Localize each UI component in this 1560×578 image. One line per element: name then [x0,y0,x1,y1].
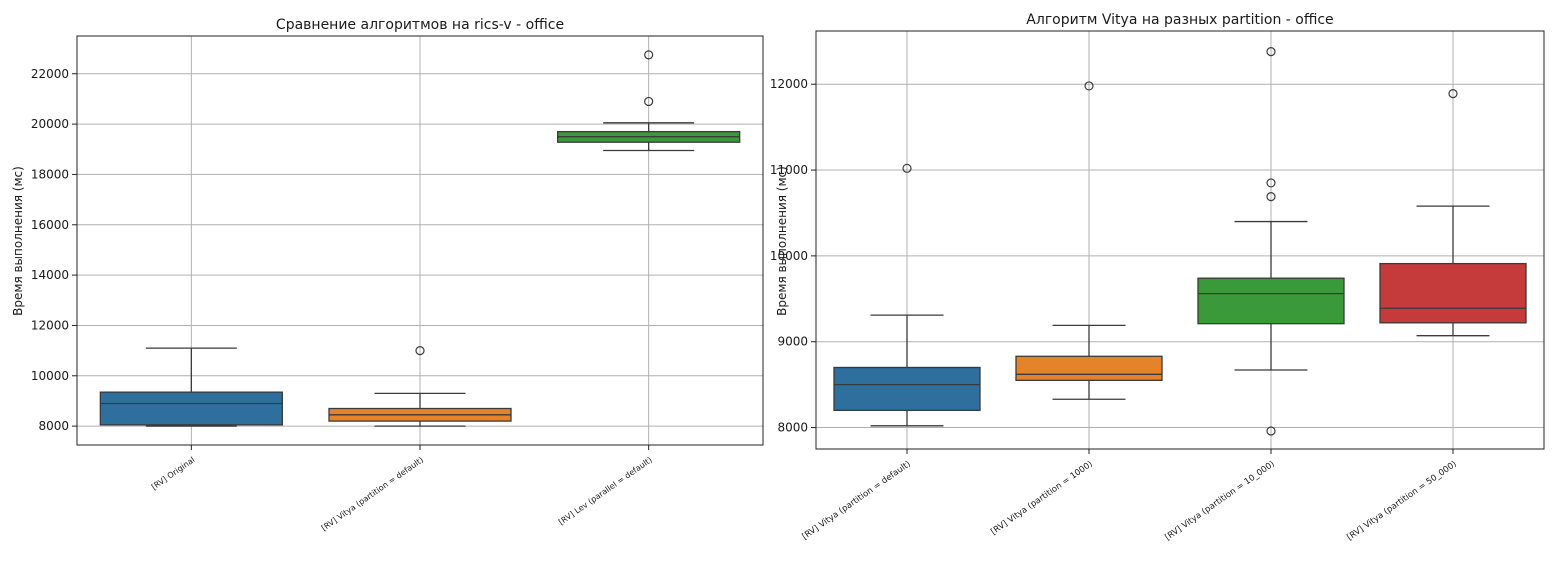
chart-2-ylabel: Время выполнения (мс) [775,166,789,316]
outlier-point [902,163,912,173]
y-tick-label: 20000 [31,117,69,131]
y-tick-label: 10000 [770,249,808,263]
y-tick-label: 12000 [770,77,808,91]
y-tick-label: 11000 [770,163,808,177]
x-tick-label: [RV] Vitya (partition = 1000) [989,459,1094,537]
y-tick-label: 8000 [777,421,808,435]
y-tick-label: 16000 [31,218,69,232]
outlier-point [1266,426,1276,436]
chart-1-yticks: 8000 10000 12000 14000 16000 18000 20000 22000 [31,67,77,433]
chart-1-plot [99,50,741,427]
outlier-point [644,96,654,107]
y-tick-label: 8000 [38,419,69,433]
chart-2-axes-frame [815,30,1545,450]
box-2 [328,346,512,427]
outlier-point [1266,178,1276,188]
chart-2: Алгоритм Vitya на разных partition - off… [770,12,1545,543]
box-3 [557,50,741,152]
chart-1-title: Сравнение алгоритмов на rics-v - office [276,17,564,33]
iqr-box [1015,355,1163,381]
x-tick-label: [RV] Vitya (partition = default) [800,459,912,542]
outlier-point [415,346,425,356]
outlier-point [1266,192,1276,202]
iqr-box [1197,277,1345,325]
chart-1-xticks: [RV] Original [RV] Vitya (partition = def… [150,445,654,533]
x-tick-label: [RV] Lev (parallel = default) [557,455,654,527]
box-2 [1015,81,1163,400]
outlier-point [1448,89,1458,99]
outlier-point [1084,81,1094,91]
box-4 [1379,89,1527,337]
x-tick-label: [RV] Vitya (partition = default) [320,455,425,533]
chart-2-xticks: [RV] Vitya (partition = default) [RV] Vit… [800,449,1459,543]
box-1 [99,347,283,427]
x-tick-label: [RV] Vitya (partition = 50_000) [1345,459,1458,543]
outlier-point [1266,46,1276,57]
y-tick-label: 9000 [777,335,808,349]
y-tick-label: 22000 [31,67,69,81]
iqr-box [1379,262,1527,324]
y-tick-label: 14000 [31,268,69,282]
iqr-box [833,366,981,412]
chart-2-plot [833,46,1527,436]
y-tick-label: 18000 [31,167,69,181]
iqr-box [99,391,283,426]
box-3 [1197,46,1345,436]
chart-1: Сравнение алгоритмов на rics-v - office … [11,17,764,533]
chart-1-ylabel: Время выполнения (мс) [11,166,25,316]
x-tick-label: [RV] Vitya (partition = 10_000) [1163,459,1276,543]
chart-2-yticks: 8000 9000 10000 11000 12000 [770,77,816,435]
y-tick-label: 10000 [31,369,69,383]
chart-2-title: Алгоритм Vitya на разных partition - off… [1026,12,1333,28]
outlier-point [644,50,654,60]
y-tick-label: 12000 [31,318,69,332]
box-1 [833,163,981,427]
x-tick-label: [RV] Original [150,455,197,491]
chart-1-axes-frame [76,35,764,446]
chart-1-grid [77,36,763,445]
